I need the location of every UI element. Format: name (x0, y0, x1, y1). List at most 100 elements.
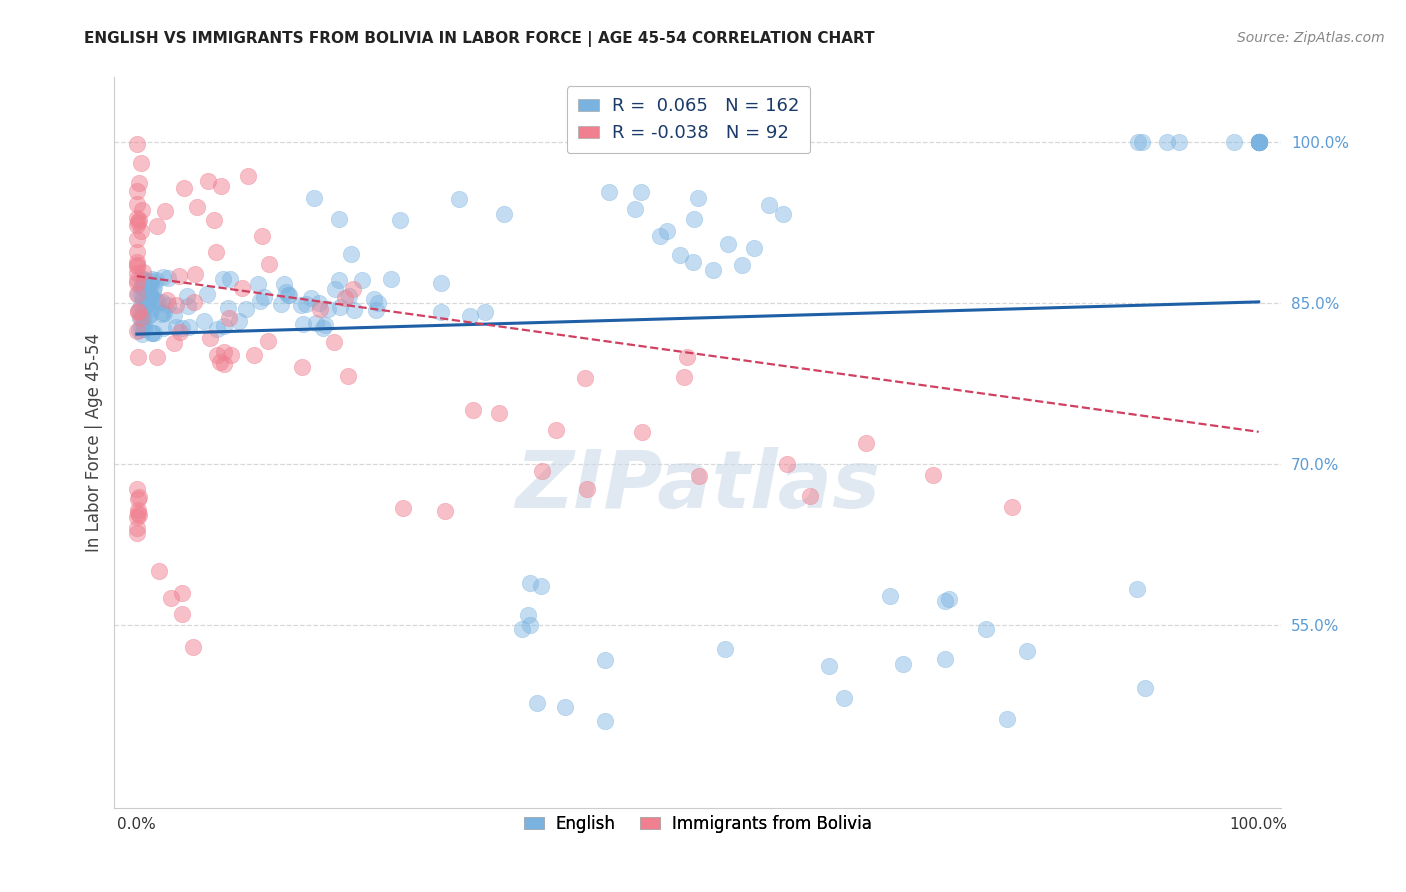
Point (142, 280, 165, 294)
Point (295, 297, 318, 311)
Point (129, 297, 152, 311)
Point (252, 228, 274, 243)
Point (127, 482, 149, 496)
Point (148, 295, 170, 310)
Point (128, 311, 150, 326)
Point (136, 293, 159, 308)
Point (328, 273, 350, 287)
Point (630, 185, 652, 199)
Point (141, 326, 163, 341)
Point (430, 277, 453, 291)
Point (141, 272, 163, 286)
Point (668, 248, 690, 262)
Point (125, 521, 148, 535)
Point (316, 301, 339, 316)
Point (290, 298, 312, 312)
Point (193, 314, 215, 328)
Point (249, 293, 271, 308)
Point (818, 658, 841, 673)
Point (292, 317, 315, 331)
Point (1247, 135, 1270, 149)
Point (682, 255, 704, 269)
Point (1247, 135, 1270, 149)
Point (150, 294, 173, 309)
Point (274, 285, 297, 299)
Point (150, 307, 173, 321)
Text: ENGLISH VS IMMIGRANTS FROM BOLIVIA IN LABOR FORCE | AGE 45-54 CORRELATION CHART: ENGLISH VS IMMIGRANTS FROM BOLIVIA IN LA… (84, 31, 875, 47)
Point (1167, 135, 1189, 149)
Point (231, 281, 253, 295)
Point (243, 348, 266, 362)
Point (1156, 135, 1178, 149)
Point (131, 277, 153, 292)
Point (799, 489, 821, 503)
Point (463, 403, 485, 417)
Point (433, 504, 456, 518)
Point (127, 266, 149, 280)
Point (165, 320, 187, 334)
Point (132, 265, 155, 279)
Point (458, 310, 481, 324)
Point (207, 347, 229, 361)
Point (125, 137, 148, 152)
Point (328, 212, 350, 227)
Point (352, 273, 374, 287)
Point (1247, 135, 1270, 149)
Point (688, 468, 710, 483)
Point (170, 586, 193, 600)
Point (219, 272, 242, 286)
Point (139, 277, 162, 291)
Point (363, 292, 385, 306)
Point (128, 213, 150, 227)
Point (125, 324, 148, 338)
Point (152, 320, 174, 334)
Point (995, 712, 1018, 726)
Point (212, 358, 235, 372)
Point (430, 304, 453, 318)
Point (146, 219, 169, 233)
Point (519, 618, 541, 632)
Point (136, 310, 159, 324)
Point (176, 289, 198, 303)
Point (879, 589, 901, 603)
Point (127, 184, 149, 198)
Point (488, 406, 510, 420)
Point (139, 307, 162, 321)
Point (221, 348, 243, 362)
Point (134, 322, 156, 336)
Point (218, 311, 240, 326)
Point (974, 623, 997, 637)
Point (163, 308, 186, 322)
Point (212, 272, 235, 286)
Point (337, 289, 360, 303)
Point (702, 263, 724, 277)
Point (934, 652, 956, 666)
Point (186, 200, 208, 214)
Point (208, 355, 231, 369)
Point (127, 273, 149, 287)
Point (648, 229, 671, 244)
Point (380, 271, 402, 285)
Point (512, 622, 534, 636)
Point (125, 260, 148, 274)
Point (127, 197, 149, 211)
Point (127, 351, 149, 365)
Point (145, 273, 167, 287)
Point (184, 268, 207, 282)
Point (329, 300, 352, 314)
Point (132, 273, 155, 287)
Point (134, 274, 156, 288)
Point (127, 218, 149, 232)
Point (127, 303, 149, 318)
Point (177, 299, 200, 313)
Point (127, 232, 149, 246)
Point (891, 657, 914, 672)
Point (129, 319, 152, 334)
Point (127, 491, 149, 506)
Point (630, 425, 652, 439)
Point (156, 297, 179, 311)
Point (183, 295, 205, 310)
Point (1247, 135, 1270, 149)
Point (205, 322, 228, 336)
Point (139, 274, 162, 288)
